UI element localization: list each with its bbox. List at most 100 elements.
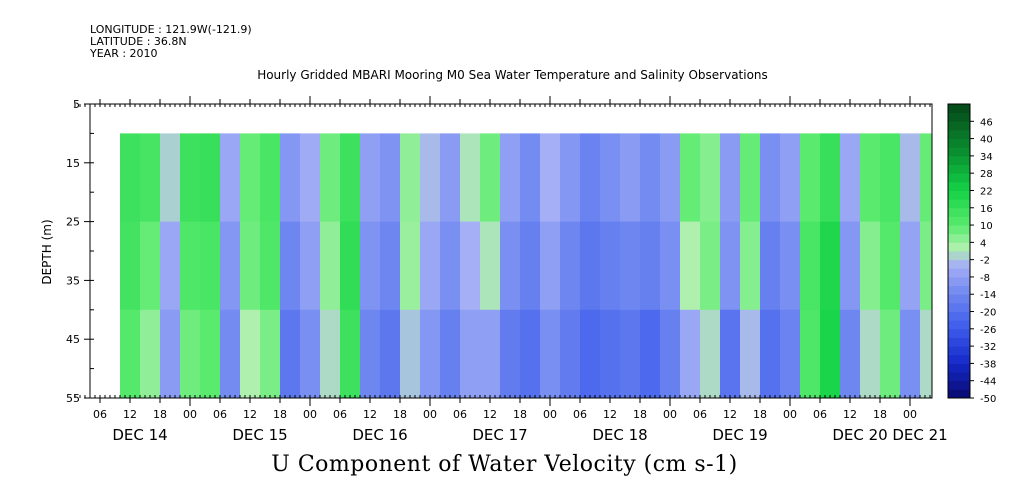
heatmap-cell (700, 221, 721, 311)
x-day-label: DEC 14 (112, 426, 167, 444)
heatmap-cell (220, 133, 241, 223)
heatmap-cell (460, 221, 481, 311)
heatmap-cell (840, 133, 861, 223)
heatmap-cell (820, 133, 841, 223)
colorbar-band (948, 181, 970, 191)
heatmap-cell (300, 133, 321, 223)
heatmap-cell (800, 309, 821, 398)
heatmap-cell (720, 309, 741, 398)
heatmap-cell (640, 221, 661, 311)
colorbar: 46 40 34 28 22 16 10 4 -2 -8 -14 -20 -26 -32 -38 -44 -50 (947, 103, 996, 405)
heatmap-cell (360, 309, 381, 398)
heatmap-cell (440, 133, 461, 223)
x-day-label: DEC 16 (352, 426, 407, 444)
y-tick-label: 35 (66, 274, 80, 287)
x-day-label: DEC 19 (712, 426, 767, 444)
heatmap-cell (680, 221, 701, 311)
heatmap-cell (320, 221, 341, 311)
heatmap-cell (760, 309, 781, 398)
heatmap-cell (620, 133, 641, 223)
heatmap-cell (200, 133, 221, 223)
heatmap-cell (660, 221, 681, 311)
colorbar-band (948, 372, 970, 382)
heatmap-cell (840, 221, 861, 311)
heatmap-cell (280, 133, 301, 223)
heatmap-cell (260, 221, 281, 311)
heatmap-cell (340, 309, 361, 398)
x-tick-label: 06 (573, 408, 587, 421)
y-tick-label: 45 (66, 333, 80, 346)
x-tick-label: 12 (363, 408, 377, 421)
heatmap-cell (580, 133, 601, 223)
heatmap-cell (760, 133, 781, 223)
heatmap-cell (700, 133, 721, 223)
heatmap-cell (540, 133, 561, 223)
heatmap-cell (160, 133, 181, 223)
x-tick-label: 06 (813, 408, 827, 421)
colorbar-band (948, 268, 970, 278)
heatmap-cell (600, 133, 621, 223)
heatmap-cell (440, 309, 461, 398)
heatmap-cell (680, 133, 701, 223)
x-tick-label: 06 (333, 408, 347, 421)
axes: 5 15 25 35 45 55 06 12 18 00 06 12 18 00 06 12 18 00 06 12 1… (66, 96, 948, 444)
x-tick-label: 06 (213, 408, 227, 421)
colorbar-band (948, 294, 970, 304)
heatmap-cell (300, 309, 321, 398)
heatmap-cell (580, 221, 601, 311)
x-tick-label: 18 (153, 408, 167, 421)
colorbar-tick-label: 34 (980, 152, 993, 163)
heatmap-cell (860, 221, 881, 311)
heatmap-cell (800, 133, 821, 223)
heatmap-cell (540, 309, 561, 398)
colorbar-band (948, 147, 970, 157)
heatmap-cell (180, 221, 201, 311)
colorbar-band (948, 129, 970, 139)
heatmap-cell (120, 309, 141, 398)
heatmap-cell (660, 133, 681, 223)
heatmap-cell (500, 309, 521, 398)
heatmap-cell (120, 133, 141, 223)
heatmap-cell (480, 309, 501, 398)
heatmap-cell (420, 221, 441, 311)
colorbar-band (948, 380, 970, 390)
colorbar-band (948, 112, 970, 122)
year-label: YEAR : 2010 (90, 47, 158, 60)
colorbar-tick-label: 28 (980, 169, 993, 180)
heatmap-cell (560, 133, 581, 223)
heatmap-cell (440, 221, 461, 311)
x-tick-label: 00 (303, 408, 317, 421)
longitude-label: LONGITUDE : 121.9W(-121.9) (90, 23, 252, 36)
colorbar-tick-label: -44 (980, 377, 996, 388)
heatmap-cell (220, 221, 241, 311)
x-tick-label: 18 (753, 408, 767, 421)
x-tick-label: 12 (243, 408, 257, 421)
colorbar-band (948, 155, 970, 165)
colorbar-tick-label: -32 (980, 342, 996, 353)
colorbar-band (948, 173, 970, 183)
x-tick-label: 18 (633, 408, 647, 421)
colorbar-tick-label: -26 (980, 325, 996, 336)
colorbar-band (948, 346, 970, 356)
x-tick-label: 12 (723, 408, 737, 421)
latitude-label: LATITUDE : 36.8N (90, 35, 187, 48)
heatmap-cell (160, 309, 181, 398)
heatmap-cell (320, 133, 341, 223)
x-day-label: DEC 21 (892, 426, 947, 444)
colorbar-band (948, 328, 970, 338)
colorbar-band (948, 190, 970, 200)
heatmap-cell (800, 221, 821, 311)
colorbar-band (948, 207, 970, 217)
x-axis-label: U Component of Water Velocity (cm s-1) (271, 452, 738, 477)
y-tick-label: 5 (73, 98, 80, 111)
x-tick-label: 18 (513, 408, 527, 421)
x-tick-label: 00 (423, 408, 437, 421)
colorbar-band (948, 251, 970, 261)
heatmap-cell (580, 309, 601, 398)
heatmap-cell (560, 309, 581, 398)
x-tick-label: 12 (603, 408, 617, 421)
heatmap-cell (900, 133, 921, 223)
colorbar-frame (947, 103, 971, 399)
heatmap-cell (700, 309, 721, 398)
heatmap-cell (640, 309, 661, 398)
